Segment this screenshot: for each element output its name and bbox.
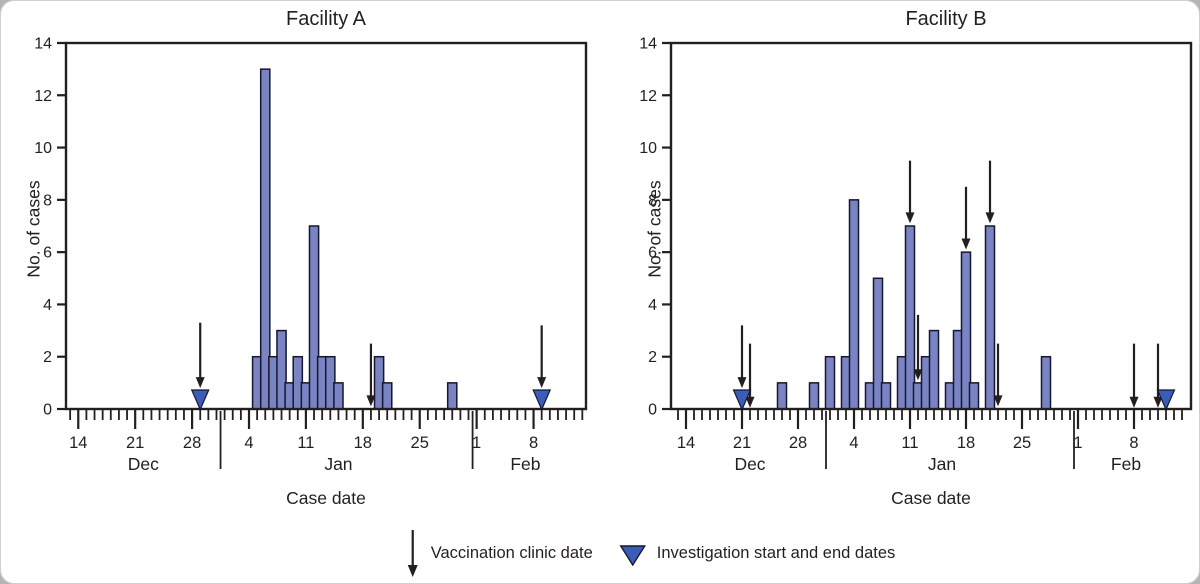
vaccination-arrow-head — [1129, 396, 1139, 408]
x-tick-label: 21 — [126, 434, 144, 452]
investigation-triangle-icon — [619, 545, 647, 566]
vaccination-arrow-head — [537, 377, 547, 389]
y-tick-label: 0 — [43, 402, 52, 419]
y-tick-label: 4 — [648, 297, 657, 314]
x-tick-label: 28 — [183, 434, 201, 452]
month-label: Dec — [734, 454, 765, 474]
month-label: Jan — [928, 454, 956, 474]
month-label: Feb — [510, 454, 540, 474]
vaccination-arrow-head — [913, 369, 923, 381]
y-tick-label: 6 — [648, 245, 657, 262]
case-bar — [776, 382, 788, 410]
legend: Vaccination clinic date Investigation st… — [403, 527, 896, 579]
panel-a-title: Facility A — [285, 8, 367, 30]
case-bar — [968, 382, 980, 410]
panel-b-title: Facility B — [905, 8, 987, 30]
month-label: Jan — [324, 454, 352, 474]
x-tick-label: 25 — [1013, 434, 1031, 452]
case-bar — [446, 382, 458, 410]
case-bar — [880, 382, 892, 410]
x-tick-label: 14 — [69, 434, 87, 452]
x-tick-label: 1 — [472, 434, 481, 452]
month-label: Feb — [1111, 454, 1141, 474]
month-label: Dec — [128, 454, 159, 474]
vaccination-arrow-head — [366, 395, 376, 407]
y-tick-label: 2 — [648, 349, 657, 366]
y-tick-label: 4 — [43, 297, 52, 314]
case-bar — [984, 225, 996, 410]
vaccination-arrow-head — [993, 395, 1003, 407]
y-tick-label: 8 — [43, 192, 52, 209]
y-tick-label: 12 — [34, 88, 52, 105]
y-tick-label: 6 — [43, 245, 52, 262]
investigation-triangle — [190, 389, 210, 412]
x-tick-label: 4 — [244, 434, 253, 452]
x-tick-label: 1 — [1073, 434, 1082, 452]
investigation-triangle — [732, 389, 752, 412]
panel-a-xlabel: Case date — [286, 488, 366, 508]
panel-b-xlabel: Case date — [891, 488, 971, 508]
legend-triangle-label: Investigation start and end dates — [656, 543, 896, 562]
y-tick-label: 10 — [34, 140, 52, 157]
case-bar — [808, 382, 820, 410]
x-tick-label: 18 — [354, 434, 372, 452]
y-tick-label: 14 — [34, 36, 52, 53]
x-tick-label: 8 — [1129, 434, 1138, 452]
case-bar — [904, 225, 916, 410]
x-tick-label: 25 — [411, 434, 429, 452]
vaccination-arrow-head — [1153, 396, 1163, 408]
vaccination-arrow-head — [961, 238, 971, 250]
vaccination-arrow-head — [195, 377, 205, 389]
x-tick-label: 4 — [849, 434, 858, 452]
legend-arrow-label: Vaccination clinic date — [430, 543, 593, 562]
x-tick-label: 11 — [901, 434, 918, 452]
y-tick-label: 8 — [648, 192, 657, 209]
y-tick-label: 0 — [648, 402, 657, 419]
case-bar — [333, 382, 344, 410]
vaccination-arrow-head — [905, 212, 915, 224]
y-tick-label: 2 — [43, 349, 52, 366]
x-tick-label: 21 — [733, 434, 751, 452]
investigation-triangle — [1156, 389, 1176, 412]
investigation-triangle — [532, 389, 552, 412]
case-bar — [824, 355, 836, 410]
vaccination-arrow-head — [745, 396, 755, 408]
y-tick-label: 10 — [639, 140, 657, 157]
case-bar — [1040, 355, 1052, 410]
x-tick-label: 11 — [297, 434, 314, 452]
x-tick-label: 8 — [529, 434, 538, 452]
vaccination-arrow-head — [985, 212, 995, 224]
vaccination-arrow-icon — [407, 530, 418, 577]
plot-frame — [64, 41, 588, 411]
y-tick-label: 14 — [639, 36, 657, 53]
y-tick-label: 12 — [639, 88, 657, 105]
plot-frame — [669, 41, 1193, 411]
x-tick-label: 28 — [789, 434, 807, 452]
case-bar — [848, 199, 860, 410]
x-tick-label: 14 — [677, 434, 695, 452]
case-bar — [928, 329, 940, 410]
vaccination-arrow-head — [737, 377, 747, 389]
x-tick-label: 18 — [957, 434, 975, 452]
case-bar — [381, 382, 393, 410]
